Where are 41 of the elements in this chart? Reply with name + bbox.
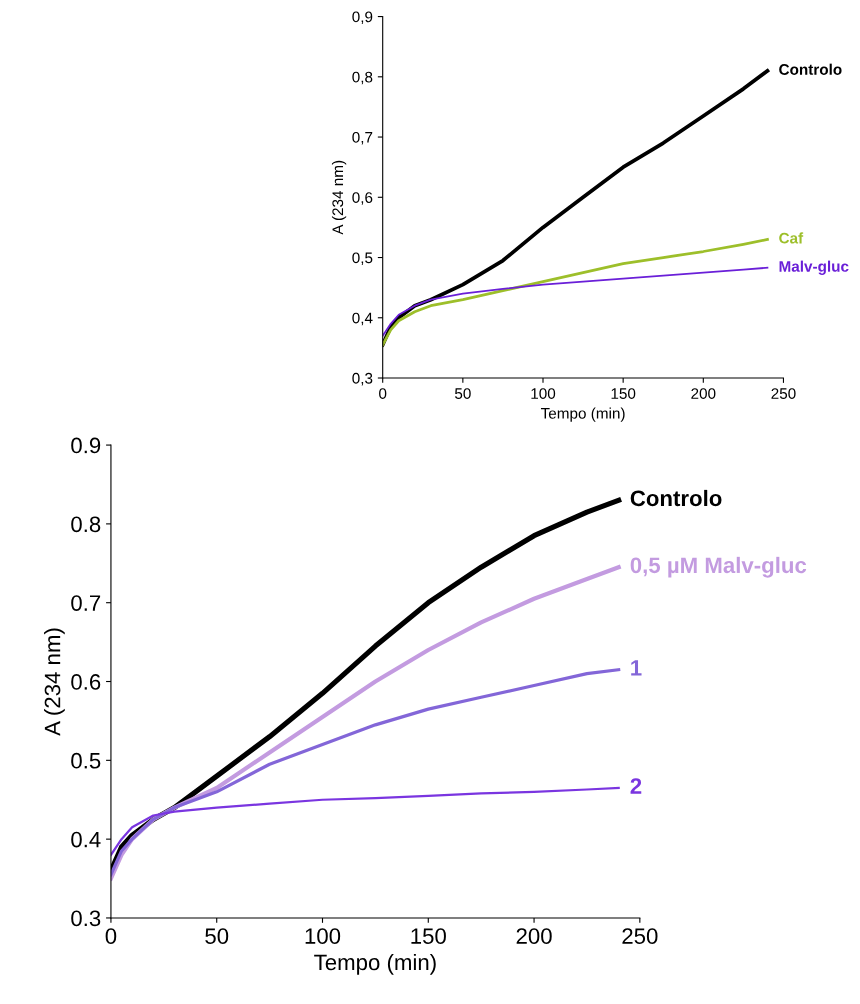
line-series (382, 238, 769, 347)
y-tick-label: 0,4 (352, 312, 373, 326)
y-tick-label: 0.3 (71, 910, 101, 927)
y-tick-label: 0.5 (71, 752, 101, 769)
x-tick-label: 200 (691, 388, 716, 399)
y-axis-title: A (234 nm) (331, 160, 347, 235)
series-label: Controlo (630, 489, 722, 507)
x-tick-label: 0 (379, 388, 387, 399)
x-tick-label: 150 (411, 928, 446, 944)
y-tick-label: 0.4 (71, 831, 101, 848)
x-tick-label: 50 (454, 388, 471, 399)
series-label: Caf (779, 232, 804, 244)
x-tick-label: 250 (771, 388, 796, 399)
line-series (382, 266, 769, 337)
line-series (110, 786, 620, 857)
x-tick-label: 100 (531, 388, 556, 399)
y-tick-label: 0,8 (352, 71, 373, 85)
series-label: 2 (630, 778, 642, 794)
y-tick-label: 0,3 (352, 372, 373, 386)
y-tick-label: 0,9 (352, 11, 373, 25)
series-label: Controlo (779, 63, 842, 75)
y-tick-label: 0.7 (71, 595, 101, 611)
y-tick-label: 0,5 (352, 252, 373, 266)
series-label: 1 (631, 660, 642, 676)
x-axis-title: Tempo (min) (540, 407, 625, 422)
x-axis-title: Tempo (min) (314, 953, 436, 975)
x-tick-label: 250 (622, 928, 658, 944)
y-axis-title: A (234 nm) (44, 628, 65, 736)
x-tick-label: 100 (305, 928, 341, 944)
x-tick-label: 0 (105, 928, 117, 944)
y-tick-label: 0,6 (352, 192, 373, 205)
series-label: 0,5 µM Malv-gluc (630, 556, 807, 578)
series-label: Malv-gluc (779, 260, 849, 275)
line-series (110, 668, 621, 877)
y-tick-label: 0.6 (71, 674, 101, 690)
x-tick-label: 150 (611, 388, 636, 399)
y-tick-label: 0.8 (71, 516, 101, 533)
x-tick-label: 200 (516, 928, 552, 944)
y-tick-label: 0.9 (71, 437, 101, 454)
x-tick-label: 50 (205, 928, 229, 944)
y-tick-label: 0,7 (352, 131, 373, 145)
